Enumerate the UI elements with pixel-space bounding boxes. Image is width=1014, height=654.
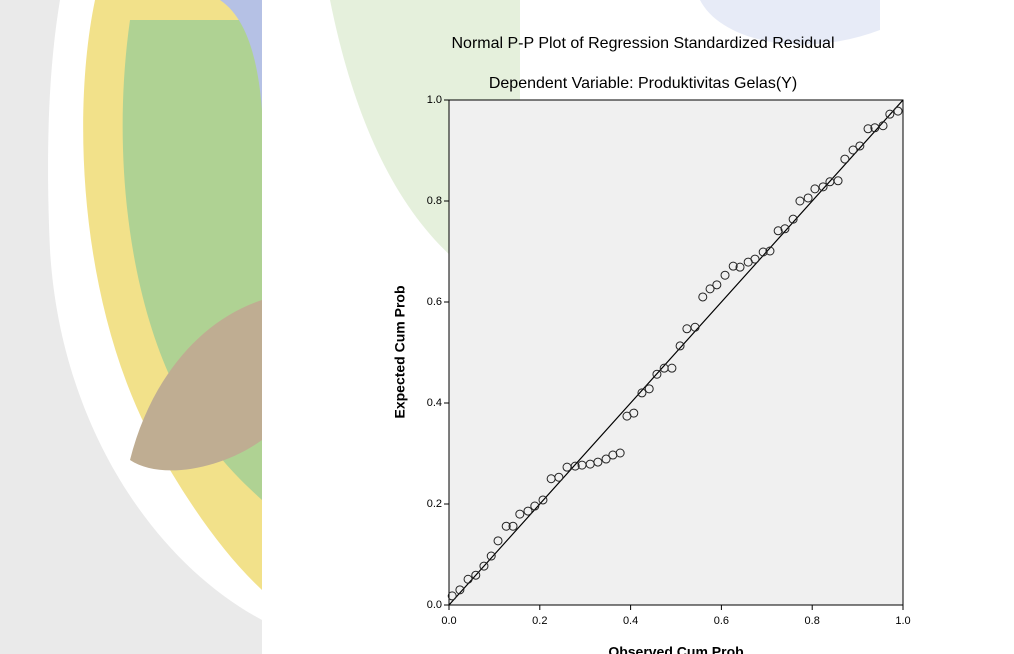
point [720, 270, 730, 280]
point [447, 591, 457, 601]
point [629, 408, 639, 418]
reference-line [448, 99, 904, 606]
y-tick-label: 1.0 [427, 94, 442, 106]
point [795, 196, 805, 206]
point [885, 109, 895, 119]
chart-subtitle: Dependent Variable: Produktivitas Gelas(… [489, 75, 797, 92]
x-axis-label: Observed Cum Prob [608, 644, 743, 654]
point [523, 506, 533, 516]
point [788, 214, 798, 224]
point [493, 536, 503, 546]
point [675, 341, 685, 351]
point [750, 254, 760, 264]
watermark [0, 0, 264, 654]
x-tick-label: 0.6 [714, 615, 729, 627]
y-axis-label: Expected Cum Prob [392, 285, 408, 418]
point [818, 182, 828, 192]
point [810, 184, 820, 194]
point [593, 457, 603, 467]
point [863, 124, 873, 134]
point [735, 262, 745, 272]
point [705, 284, 715, 294]
point [728, 261, 738, 271]
point [773, 226, 783, 236]
x-tick-label: 0.2 [532, 615, 547, 627]
point [515, 509, 525, 519]
point [652, 369, 662, 379]
point [878, 121, 888, 131]
point [508, 521, 518, 531]
y-tick-label: 0.6 [427, 296, 442, 308]
point [803, 193, 813, 203]
point [486, 551, 496, 561]
point [870, 123, 880, 133]
point [570, 461, 580, 471]
point [855, 141, 865, 151]
point [479, 561, 489, 571]
x-tick-label: 0.8 [805, 615, 820, 627]
point [780, 224, 790, 234]
point [463, 574, 473, 584]
y-tick-label: 0.2 [427, 498, 442, 510]
point [601, 454, 611, 464]
point [833, 176, 843, 186]
point [848, 145, 858, 155]
point [538, 495, 548, 505]
point [698, 292, 708, 302]
point [758, 247, 768, 257]
y-tick-label: 0.0 [427, 599, 442, 611]
point [893, 106, 903, 116]
y-tick-label: 0.4 [427, 397, 442, 409]
point [765, 246, 775, 256]
point [690, 322, 700, 332]
point [644, 384, 654, 394]
x-tick-label: 0.4 [623, 615, 638, 627]
point [530, 501, 540, 511]
point [455, 585, 465, 595]
y-tick-label: 0.8 [427, 195, 442, 207]
x-tick-label: 1.0 [895, 615, 910, 627]
point [637, 388, 647, 398]
point [712, 280, 722, 290]
point [471, 570, 481, 580]
chart-title: Normal P-P Plot of Regression Standardiz… [451, 35, 834, 52]
point [501, 521, 511, 531]
point [615, 448, 625, 458]
x-tick-label: 0.0 [441, 615, 456, 627]
point [667, 363, 677, 373]
point [840, 154, 850, 164]
point [554, 472, 564, 482]
